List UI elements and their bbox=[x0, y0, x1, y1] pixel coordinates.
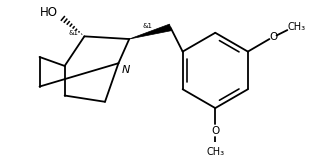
Text: &1: &1 bbox=[142, 24, 152, 30]
Text: HO: HO bbox=[39, 6, 58, 19]
Text: O: O bbox=[211, 126, 219, 136]
Polygon shape bbox=[129, 24, 171, 39]
Text: CH₃: CH₃ bbox=[206, 147, 224, 157]
Text: O: O bbox=[270, 32, 278, 42]
Text: CH₃: CH₃ bbox=[287, 22, 305, 32]
Text: N: N bbox=[121, 65, 130, 75]
Text: &1: &1 bbox=[69, 30, 79, 36]
